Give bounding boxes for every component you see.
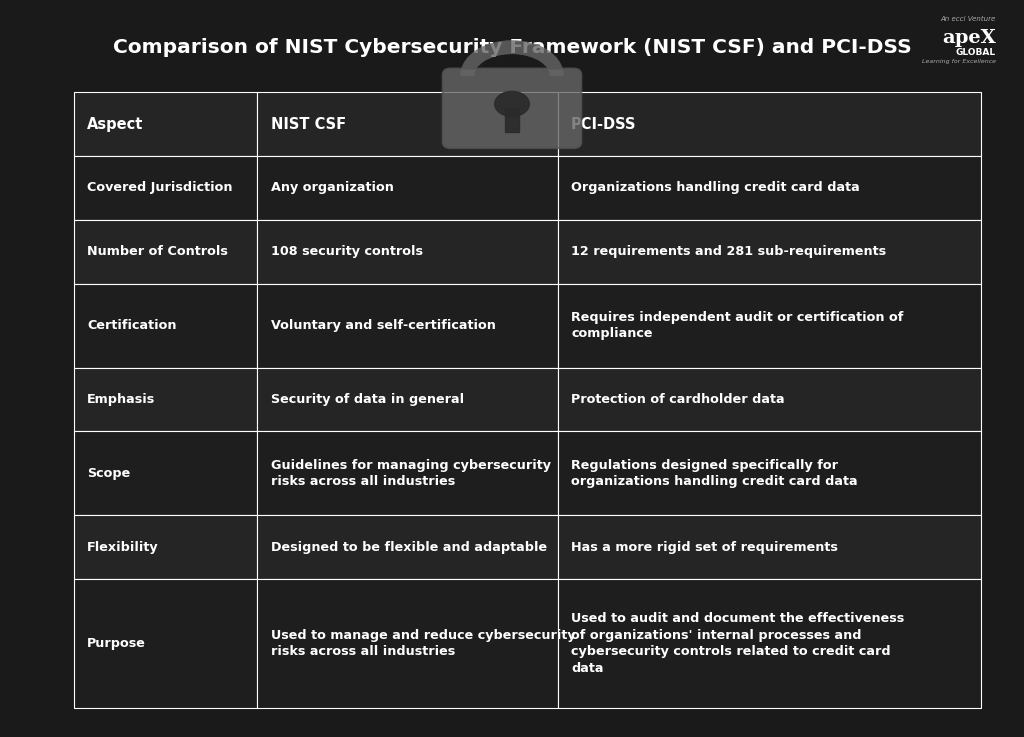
- FancyBboxPatch shape: [505, 108, 519, 132]
- Text: Scope: Scope: [87, 467, 130, 480]
- FancyBboxPatch shape: [558, 431, 981, 515]
- Text: Designed to be flexible and adaptable: Designed to be flexible and adaptable: [270, 541, 547, 553]
- Text: Regulations designed specifically for
organizations handling credit card data: Regulations designed specifically for or…: [571, 458, 858, 488]
- Text: Emphasis: Emphasis: [87, 393, 156, 406]
- Text: Requires independent audit or certification of
compliance: Requires independent audit or certificat…: [571, 311, 903, 340]
- FancyBboxPatch shape: [74, 579, 257, 708]
- Circle shape: [461, 170, 665, 317]
- FancyBboxPatch shape: [257, 220, 558, 284]
- Circle shape: [420, 228, 604, 361]
- FancyBboxPatch shape: [74, 220, 257, 284]
- Text: Used to audit and document the effectiveness
of organizations' internal processe: Used to audit and document the effective…: [571, 612, 904, 674]
- FancyBboxPatch shape: [558, 156, 981, 220]
- FancyBboxPatch shape: [558, 284, 981, 368]
- Text: 108 security controls: 108 security controls: [270, 245, 423, 258]
- Circle shape: [495, 91, 529, 116]
- Text: PCI-DSS: PCI-DSS: [571, 116, 637, 131]
- FancyBboxPatch shape: [558, 220, 981, 284]
- FancyBboxPatch shape: [442, 69, 582, 148]
- FancyBboxPatch shape: [558, 368, 981, 431]
- Text: Covered Jurisdiction: Covered Jurisdiction: [87, 181, 232, 195]
- Text: Learning for Excellence: Learning for Excellence: [922, 59, 996, 64]
- FancyBboxPatch shape: [74, 368, 257, 431]
- Circle shape: [349, 258, 553, 405]
- FancyBboxPatch shape: [74, 515, 257, 579]
- Text: Used to manage and reduce cybersecurity
risks across all industries: Used to manage and reduce cybersecurity …: [270, 629, 575, 658]
- Text: Has a more rigid set of requirements: Has a more rigid set of requirements: [571, 541, 838, 553]
- FancyBboxPatch shape: [257, 368, 558, 431]
- FancyBboxPatch shape: [74, 156, 257, 220]
- Text: apeX: apeX: [942, 29, 996, 47]
- Text: Security of data in general: Security of data in general: [270, 393, 464, 406]
- Circle shape: [512, 206, 716, 354]
- Text: NIST CSF: NIST CSF: [270, 116, 346, 131]
- Text: Aspect: Aspect: [87, 116, 143, 131]
- FancyBboxPatch shape: [558, 579, 981, 708]
- FancyBboxPatch shape: [257, 515, 558, 579]
- FancyBboxPatch shape: [257, 579, 558, 708]
- Circle shape: [339, 103, 481, 206]
- FancyBboxPatch shape: [74, 431, 257, 515]
- Text: Protection of cardholder data: Protection of cardholder data: [571, 393, 784, 406]
- Circle shape: [400, 111, 563, 228]
- Text: 12 requirements and 281 sub-requirements: 12 requirements and 281 sub-requirements: [571, 245, 886, 258]
- Text: Number of Controls: Number of Controls: [87, 245, 228, 258]
- FancyBboxPatch shape: [257, 431, 558, 515]
- FancyBboxPatch shape: [558, 515, 981, 579]
- Text: Guidelines for managing cybersecurity
risks across all industries: Guidelines for managing cybersecurity ri…: [270, 458, 551, 488]
- Text: GLOBAL: GLOBAL: [955, 48, 996, 57]
- Circle shape: [502, 140, 644, 243]
- Text: Voluntary and self-certification: Voluntary and self-certification: [270, 319, 496, 332]
- FancyBboxPatch shape: [257, 156, 558, 220]
- Circle shape: [298, 125, 481, 258]
- Text: Comparison of NIST Cybersecurity Framework (NIST CSF) and PCI-DSS: Comparison of NIST Cybersecurity Framewo…: [113, 38, 911, 57]
- Text: Flexibility: Flexibility: [87, 541, 159, 553]
- Circle shape: [440, 280, 624, 413]
- Text: Certification: Certification: [87, 319, 176, 332]
- Text: Organizations handling credit card data: Organizations handling credit card data: [571, 181, 860, 195]
- FancyBboxPatch shape: [74, 92, 257, 156]
- Text: Any organization: Any organization: [270, 181, 393, 195]
- FancyBboxPatch shape: [257, 284, 558, 368]
- FancyBboxPatch shape: [74, 284, 257, 368]
- Text: Purpose: Purpose: [87, 637, 146, 650]
- Text: An ecci Venture: An ecci Venture: [941, 16, 996, 22]
- Circle shape: [349, 140, 573, 302]
- FancyBboxPatch shape: [558, 92, 981, 156]
- Circle shape: [308, 192, 553, 368]
- Circle shape: [278, 184, 440, 302]
- FancyBboxPatch shape: [257, 92, 558, 156]
